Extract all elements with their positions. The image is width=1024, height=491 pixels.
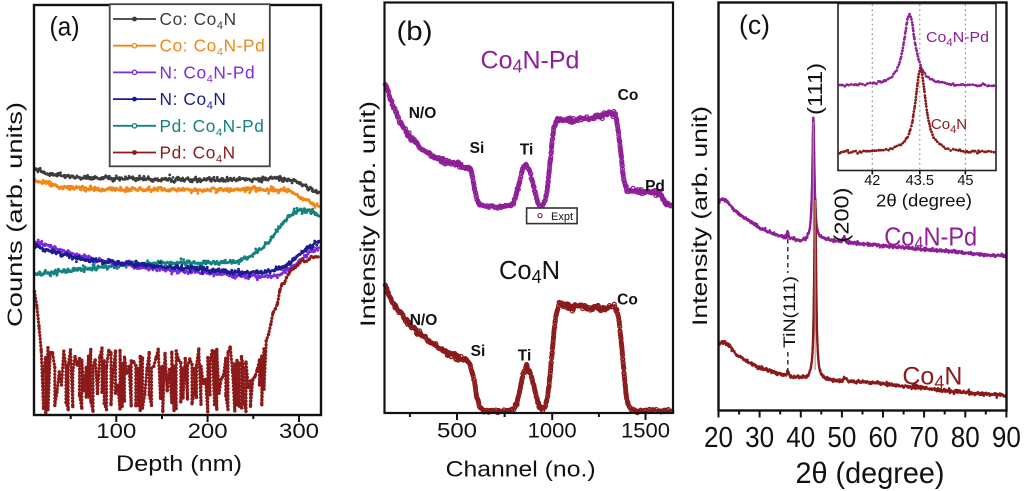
svg-text:45: 45 [957,173,973,189]
svg-text:2θ (degree): 2θ (degree) [876,191,972,211]
svg-text:Co4N-Pd: Co4N-Pd [884,222,977,254]
svg-text:70: 70 [910,422,939,454]
svg-text:Co4N-Pd: Co4N-Pd [481,47,580,77]
svg-text:500: 500 [437,419,477,443]
svg-text:50: 50 [827,422,856,454]
svg-text:Pd: Co4N: Pd: Co4N [160,143,236,166]
svg-text:(c): (c) [739,10,770,40]
svg-text:42: 42 [864,173,880,189]
svg-text:90: 90 [992,422,1021,454]
svg-text:200: 200 [188,420,228,443]
svg-text:(a): (a) [50,12,80,42]
svg-text:Expt: Expt [551,211,573,223]
svg-text:Co4N: Co4N [902,363,962,393]
svg-text:Pd: Co4N-Pd: Pd: Co4N-Pd [160,116,265,139]
svg-text:N/O: N/O [410,312,438,329]
svg-text:Co4N: Co4N [931,116,967,136]
svg-text:Pd: Pd [645,178,665,195]
svg-text:43.5: 43.5 [906,173,934,189]
svg-text:N: Co4N: N: Co4N [160,89,227,112]
svg-text:300: 300 [279,420,319,443]
svg-text:Channel (no.): Channel (no.) [446,457,596,482]
svg-text:1000: 1000 [528,419,577,443]
svg-text:Ti: Ti [520,142,534,159]
svg-text:TiN(111): TiN(111) [780,276,799,348]
svg-text:Co: Co [617,292,638,309]
svg-text:Intensity (arb. unit): Intensity (arb. unit) [688,106,712,326]
svg-text:(111): (111) [805,63,827,115]
svg-text:(200): (200) [832,188,854,243]
svg-text:60: 60 [869,422,898,454]
svg-text:100: 100 [96,420,136,443]
svg-text:Si: Si [470,140,485,157]
svg-text:1500: 1500 [621,419,670,443]
svg-text:Ti: Ti [518,348,532,365]
svg-text:2θ (degree): 2θ (degree) [796,457,945,490]
svg-text:Co4N: Co4N [499,257,560,287]
svg-text:N: Co4N-Pd: N: Co4N-Pd [160,62,256,85]
svg-text:N/O: N/O [409,105,437,122]
svg-text:Counts (arb. units): Counts (arb. units) [3,102,27,327]
svg-text:Co: Co [618,87,639,104]
svg-text:Co4N-Pd: Co4N-Pd [926,29,989,49]
svg-text:20: 20 [704,422,733,454]
svg-text:Depth (nm): Depth (nm) [116,451,242,476]
svg-text:Intensity (arb. unit): Intensity (arb. unit) [356,101,380,327]
svg-text:40: 40 [786,422,815,454]
svg-text:80: 80 [951,422,980,454]
svg-text:30: 30 [745,422,774,454]
svg-text:Co: Co4N: Co: Co4N [160,9,237,32]
svg-text:Co: Co4N-Pd: Co: Co4N-Pd [160,36,266,59]
svg-text:(b): (b) [397,16,433,46]
svg-text:Si: Si [471,343,486,360]
